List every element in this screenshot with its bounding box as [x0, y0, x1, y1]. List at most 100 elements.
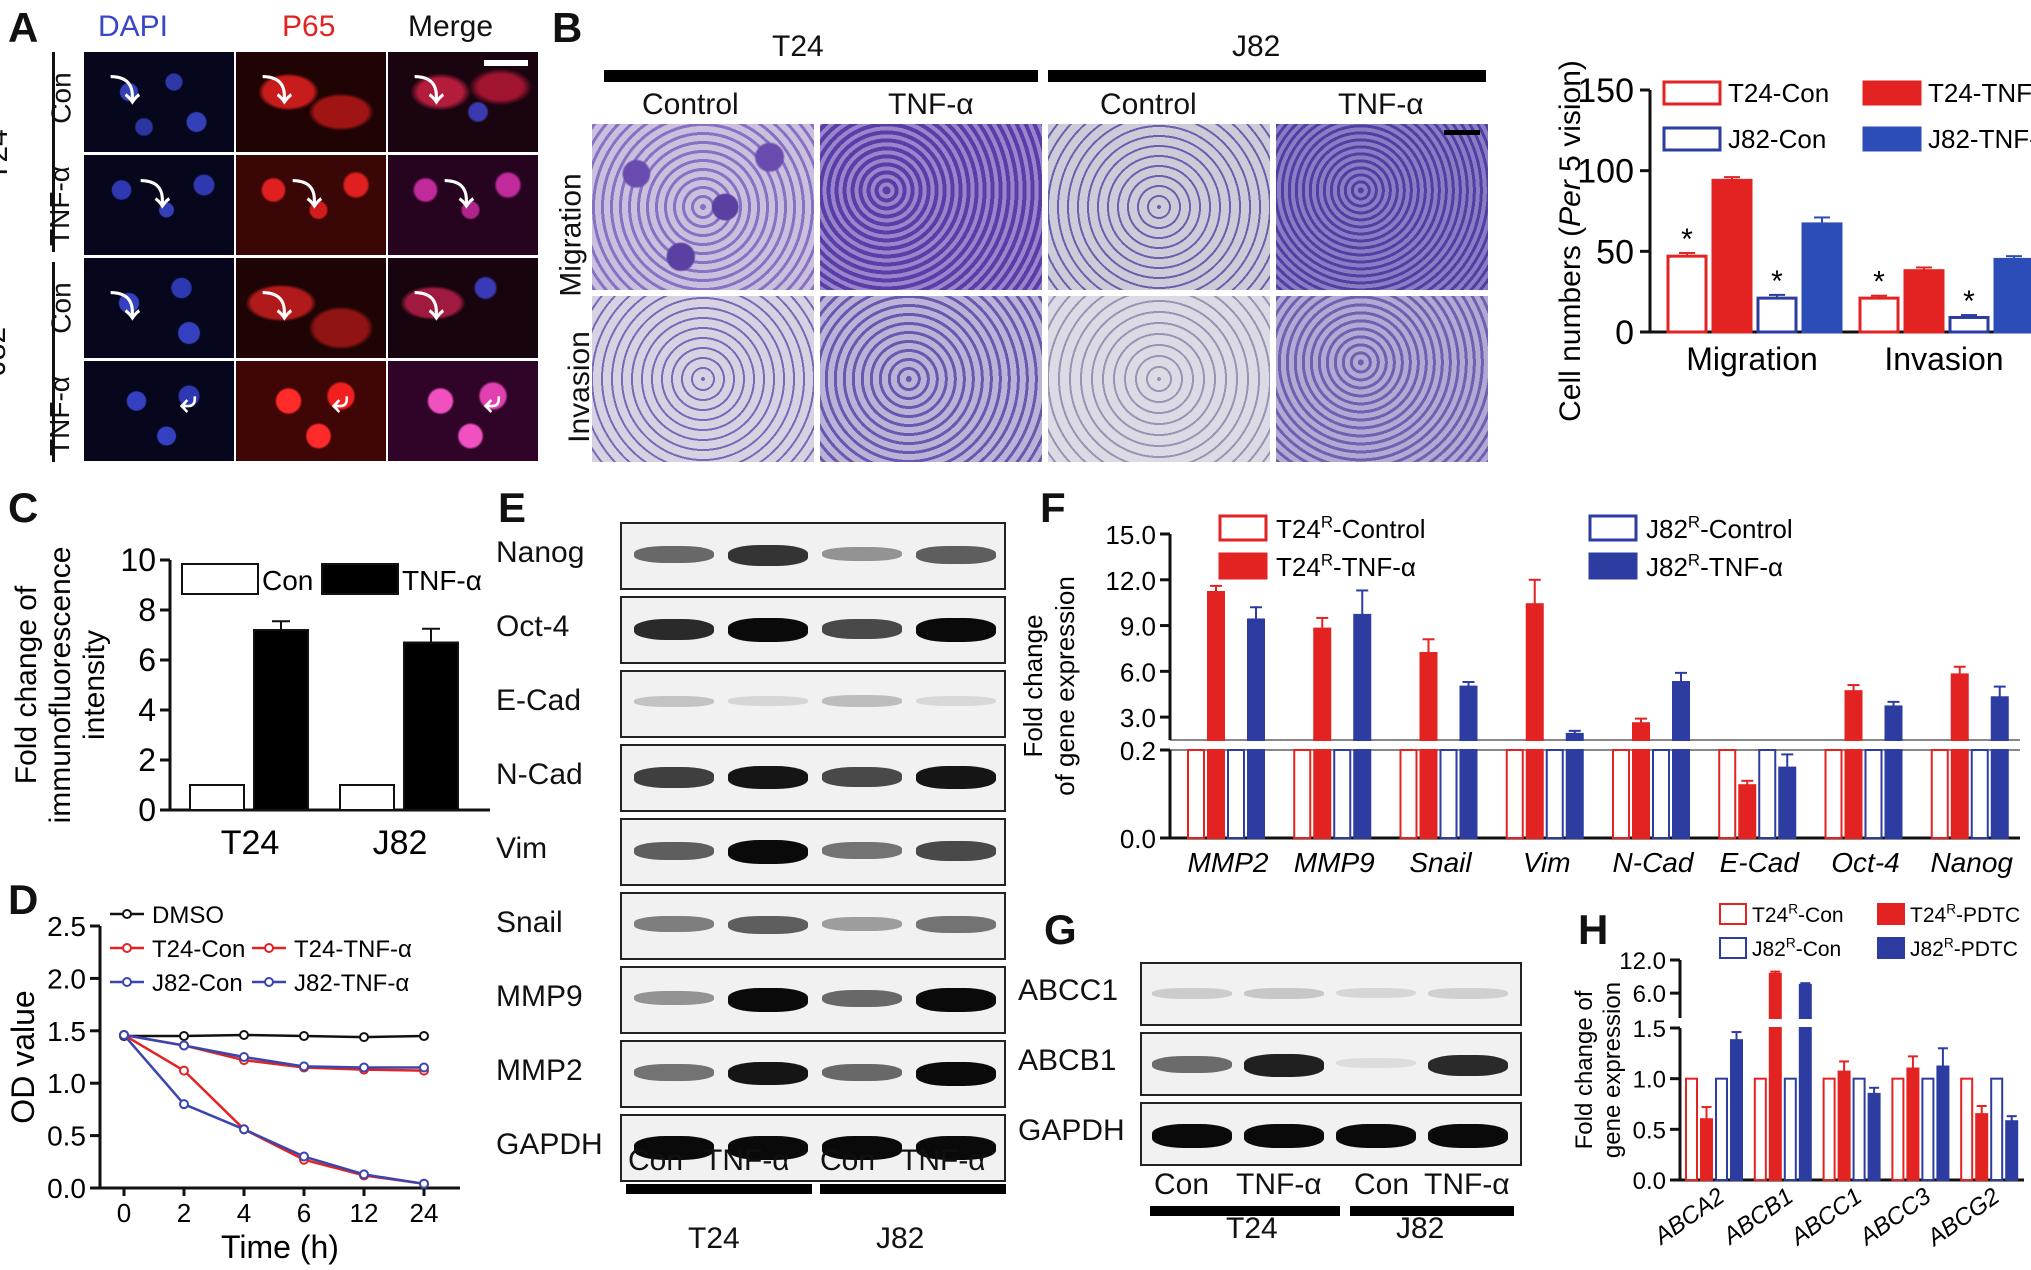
x-category-label: MMP9: [1294, 847, 1375, 878]
legend-label: J82-Con: [1728, 124, 1826, 154]
panel-b-cellline-j82: J82: [1232, 30, 1281, 63]
protein-band: [1428, 987, 1508, 999]
legend-swatch: [1862, 126, 1922, 152]
x-axis-label: Time (h): [221, 1229, 339, 1265]
micrograph-p65-t24-con: [236, 52, 386, 152]
panel-g-lane-4: TNF-α: [1424, 1168, 1510, 1201]
bar-t24-con-migration: [1666, 254, 1708, 334]
bar-t24r-control-mmp9-lower: [1293, 749, 1312, 839]
y-tick-label: 0.0: [1120, 824, 1156, 854]
bar-t24r-tnf--mmp2-lower: [1207, 749, 1225, 839]
x-tick-label: 2: [177, 1198, 191, 1228]
panel-h-bar-chart: 6.0 12.0 0.0 0.5 1.0 1.5 Fold change of gene ex…: [1571, 902, 2024, 1253]
bar-j82r-tnf--mmp2-lower: [1247, 749, 1265, 839]
blot-row-label: ABCB1: [1018, 1044, 1117, 1077]
data-point: [299, 1151, 309, 1162]
y-tick-label: 0.5: [1633, 1117, 1666, 1144]
blot-row-label: Vim: [496, 832, 548, 865]
panel-g-lane-1: Con: [1154, 1168, 1210, 1201]
y-tick-label: 1.5: [1633, 1016, 1666, 1043]
panel-e-lane-1: Con: [628, 1144, 684, 1177]
y-axis-label: OD value: [5, 990, 41, 1123]
micrograph-dapi-j82-con: [84, 258, 234, 358]
panel-label-b: B: [552, 4, 583, 51]
y-tick-label: 9.0: [1120, 612, 1156, 642]
legend-swatch: [1662, 80, 1722, 106]
y-tick-label: 100: [1577, 153, 1634, 191]
transwell-migration-j82-tnf: [1276, 124, 1488, 290]
bar-j82r-control-mmp9-lower: [1333, 749, 1352, 839]
data-point: [359, 1169, 369, 1180]
protein-band: [1244, 1054, 1324, 1077]
y-tick-label: 12.0: [1619, 948, 1666, 975]
significance-star: *: [1681, 223, 1693, 256]
series-line-j82-con: [123, 1034, 425, 1186]
panel-label-g: G: [1044, 906, 1077, 953]
protein-band: [634, 916, 714, 933]
blot-row-label: E-Cad: [496, 684, 582, 717]
arrow-icon: ⤵: [444, 179, 474, 212]
protein-band: [822, 989, 902, 1008]
protein-band: [822, 1063, 902, 1082]
panel-g-lane-3: Con: [1354, 1168, 1410, 1201]
x-category-label: MMP2: [1188, 847, 1269, 878]
transwell-invasion-t24-tnf: [820, 296, 1042, 462]
data-point: [299, 1031, 309, 1042]
panel-label-a: A: [8, 4, 39, 51]
panel-g-group-j82: J82: [1396, 1212, 1445, 1245]
bar-t24-con-invasion: [1858, 296, 1900, 334]
protein-band: [728, 766, 808, 790]
significance-star: *: [1963, 285, 1975, 318]
x-category-label: Oct-4: [1831, 847, 1899, 878]
micrograph-p65-j82-tnf: [236, 361, 386, 461]
x-tick-label: 24: [410, 1198, 439, 1228]
panel-a-row-label-2: TNF-α: [43, 166, 75, 246]
y-axis-label: Cell numbers (Per 5 vision): [1554, 60, 1587, 422]
panel-label-f: F: [1040, 484, 1066, 531]
protein-band: [822, 842, 902, 859]
y-axis-label: intensity: [78, 630, 111, 740]
micrograph-merge-t24-tnf: [388, 155, 538, 255]
bar-t24r-control-n-cad-lower: [1612, 749, 1630, 839]
bar-t24r-tnf--oct-4-lower: [1844, 749, 1863, 839]
x-category-label: E-Cad: [1720, 847, 1801, 878]
y-tick-label: 0.5: [47, 1121, 86, 1152]
legend-label: J82R-Control: [1646, 513, 1793, 544]
bar-j82r-tnf--vim-lower: [1565, 749, 1584, 839]
y-tick-label: 0.0: [47, 1173, 86, 1204]
blot-row-label: MMP2: [496, 1054, 583, 1087]
legend-swatch: [181, 563, 259, 595]
transwell-migration-t24-tnf: [820, 124, 1042, 290]
data-point: [419, 1031, 429, 1042]
panel-b-condition-1: Control: [642, 88, 739, 121]
bar-j82r-pdtc-abca2: [1730, 1039, 1743, 1181]
bar-j82r-tnf--nanog: [1990, 696, 2009, 742]
blot-strip-n-cad: [620, 744, 1006, 812]
arrow-icon: ⤵: [110, 75, 140, 108]
bar-j82r-pdtc-abcg2: [2005, 1120, 2019, 1182]
legend-label: T24-Con: [152, 936, 245, 963]
x-category-label: Snail: [1409, 847, 1472, 878]
bar-j82r-con-abcb1: [1783, 1077, 1797, 1182]
panel-b-bar-j82: [1048, 70, 1486, 82]
bar-j82r-control-snail-lower: [1439, 749, 1458, 839]
protein-band: [916, 988, 996, 1012]
legend-label: J82-Con: [152, 970, 243, 997]
bar-t24-tnf--migration: [1711, 178, 1753, 334]
protein-band: [916, 1062, 996, 1086]
protein-band: [822, 767, 902, 787]
legend-swatch: [1218, 552, 1268, 580]
legend-marker: [264, 943, 274, 953]
bar-j82r-control-nanog-lower: [1970, 749, 1989, 839]
protein-band: [916, 695, 996, 707]
bar-t24r-control-oct-4-lower: [1824, 749, 1843, 839]
legend-swatch: [1588, 514, 1638, 542]
bar-t24r-con-abcb1: [1753, 1077, 1767, 1182]
bar-t24r-control-mmp2-lower: [1187, 749, 1205, 839]
x-tick-label: 0: [117, 1198, 131, 1228]
x-category-label: ABCB1: [1717, 1183, 1799, 1251]
bar-t24r-tnf--snail: [1419, 652, 1438, 741]
panel-c-bar-chart: 0 2 4 6 8 10 Fold change of immunofluorescence i…: [10, 542, 490, 860]
panel-e-lane-4: TNF-α: [900, 1144, 986, 1177]
y-axis-label: gene expression: [1599, 982, 1626, 1158]
